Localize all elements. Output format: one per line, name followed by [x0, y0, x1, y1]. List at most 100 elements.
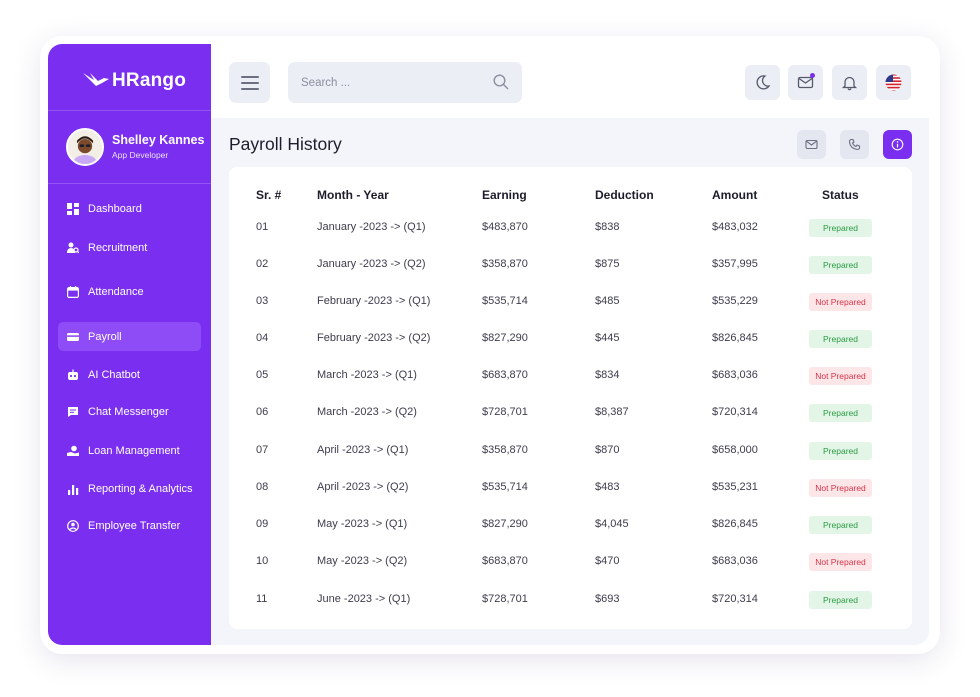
search-icon[interactable] [493, 74, 509, 90]
sidebar: HRango Shelley Kannes App Developer Dash… [48, 44, 211, 645]
cell-month: April -2023 -> (Q1) [317, 444, 409, 456]
menu-toggle-button[interactable] [229, 62, 270, 103]
sidebar-divider [48, 183, 211, 184]
sidebar-item-recruitment[interactable]: Recruitment [58, 233, 201, 262]
cell-month: February -2023 -> (Q2) [317, 332, 431, 344]
cell-earning: $683,870 [482, 555, 528, 567]
status-badge: Not Prepared [809, 293, 872, 311]
column-header-deduction: Deduction [595, 188, 654, 202]
cell-deduction: $8,387 [595, 406, 629, 418]
sidebar-divider [48, 110, 211, 111]
sidebar-item-reporting-analytics[interactable]: Reporting & Analytics [58, 474, 201, 503]
cell-month: June -2023 -> (Q1) [317, 593, 411, 605]
cell-amount: $683,036 [712, 369, 758, 381]
sidebar-item-label: Employee Transfer [88, 519, 181, 532]
cell-deduction: $483 [595, 481, 620, 493]
card-icon [67, 331, 79, 343]
column-header-status: Status [822, 188, 859, 202]
sidebar-item-ai-chatbot[interactable]: AI Chatbot [58, 360, 201, 389]
sidebar-item-label: Chat Messenger [88, 405, 169, 418]
transfer-icon [67, 519, 79, 532]
cell-amount: $483,032 [712, 221, 758, 233]
cell-sr: 10 [256, 555, 269, 567]
profile-role: App Developer [112, 150, 169, 160]
status-badge: Prepared [809, 516, 872, 534]
cell-sr: 07 [256, 444, 269, 456]
sidebar-item-dashboard[interactable]: Dashboard [58, 194, 201, 223]
sidebar-item-loan-management[interactable]: Loan Management [58, 436, 201, 465]
profile[interactable]: Shelley Kannes App Developer [66, 128, 204, 166]
sidebar-item-label: AI Chatbot [88, 368, 140, 381]
cell-earning: $827,290 [482, 518, 528, 530]
cell-month: May -2023 -> (Q1) [317, 518, 408, 530]
cell-earning: $358,870 [482, 258, 528, 270]
column-header-earning: Earning [482, 188, 527, 202]
cell-deduction: $838 [595, 221, 620, 233]
status-badge: Prepared [809, 404, 872, 422]
payroll-table-card [229, 167, 912, 629]
theme-toggle-button[interactable] [745, 65, 780, 100]
cell-sr: 03 [256, 295, 269, 307]
status-badge: Prepared [809, 442, 872, 460]
sidebar-item-label: Payroll [88, 330, 122, 343]
logo[interactable]: HRango [82, 64, 186, 98]
us-flag-icon [885, 74, 902, 91]
cell-sr: 01 [256, 221, 269, 233]
status-badge: Not Prepared [809, 367, 872, 385]
logo-text: HRango [112, 70, 187, 91]
cell-amount: $720,314 [712, 593, 758, 605]
cell-amount: $535,231 [712, 481, 758, 493]
column-header-month: Month - Year [317, 188, 389, 202]
chat-icon [67, 406, 79, 418]
messages-button[interactable] [788, 65, 823, 100]
status-badge: Prepared [809, 330, 872, 348]
status-badge: Prepared [809, 256, 872, 274]
cell-earning: $358,870 [482, 444, 528, 456]
cell-deduction: $445 [595, 332, 620, 344]
cell-amount: $826,845 [712, 518, 758, 530]
logo-bird-icon [83, 73, 109, 86]
dashboard-icon [67, 202, 79, 215]
loan-icon [67, 445, 79, 457]
avatar [66, 128, 104, 166]
cell-sr: 06 [256, 406, 269, 418]
robot-icon [67, 369, 79, 381]
cell-deduction: $875 [595, 258, 620, 270]
column-header-sr: Sr. # [256, 188, 282, 202]
cell-month: March -2023 -> (Q1) [317, 369, 417, 381]
cell-deduction: $470 [595, 555, 620, 567]
cell-earning: $483,870 [482, 221, 528, 233]
info-icon [891, 138, 904, 151]
cell-month: February -2023 -> (Q1) [317, 295, 431, 307]
moon-icon [756, 75, 771, 90]
email-action-button[interactable] [797, 130, 826, 159]
cell-earning: $728,701 [482, 593, 528, 605]
cell-earning: $683,870 [482, 369, 528, 381]
notifications-button[interactable] [832, 65, 867, 100]
bell-icon [841, 76, 858, 91]
sidebar-item-chat-messenger[interactable]: Chat Messenger [58, 397, 201, 426]
language-button[interactable] [876, 65, 911, 100]
search-input[interactable] [301, 62, 481, 103]
sidebar-item-label: Dashboard [88, 202, 142, 215]
avatar-illustration [68, 130, 102, 164]
cell-sr: 09 [256, 518, 269, 530]
call-action-button[interactable] [840, 130, 869, 159]
cell-earning: $827,290 [482, 332, 528, 344]
cell-amount: $357,995 [712, 258, 758, 270]
sidebar-item-employee-transfer[interactable]: Employee Transfer [58, 511, 201, 540]
status-badge: Prepared [809, 219, 872, 237]
sidebar-item-label: Attendance [88, 285, 144, 298]
sidebar-item-label: Reporting & Analytics [88, 482, 193, 495]
cell-sr: 04 [256, 332, 269, 344]
status-badge: Not Prepared [809, 553, 872, 571]
cell-deduction: $834 [595, 369, 620, 381]
status-badge: Not Prepared [809, 479, 872, 497]
cell-sr: 08 [256, 481, 269, 493]
sidebar-item-payroll[interactable]: Payroll [58, 322, 201, 351]
cell-amount: $658,000 [712, 444, 758, 456]
cell-deduction: $870 [595, 444, 620, 456]
status-badge: Prepared [809, 591, 872, 609]
info-action-button[interactable] [883, 130, 912, 159]
sidebar-item-attendance[interactable]: Attendance [58, 277, 201, 306]
